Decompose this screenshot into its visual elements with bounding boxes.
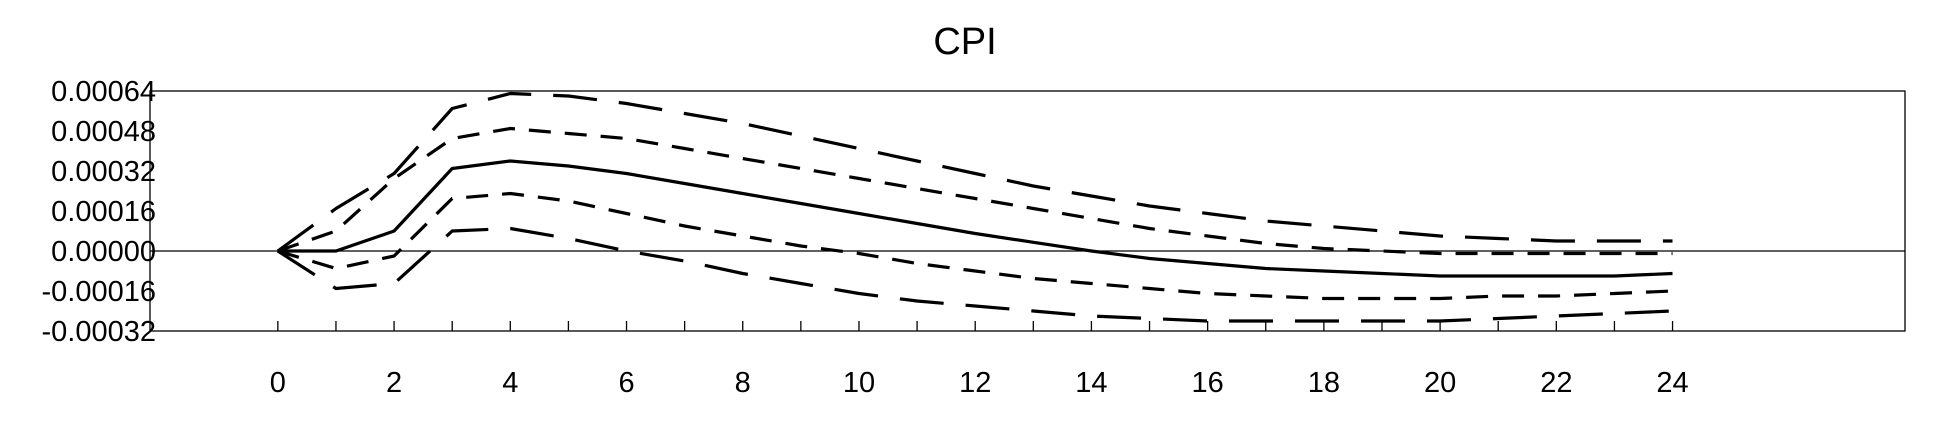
inner-band-line [277, 126, 1673, 256]
plot-area: 0 2 4 6 8 10 12 14 16 18 20 22 240.000640.000480.000… [42, 76, 1906, 399]
x-tick-label: 4 [502, 367, 518, 399]
x-tick-label: 20 [1424, 367, 1456, 399]
x-tick-label: 24 [1656, 367, 1688, 399]
x-tick-label: 10 [843, 367, 875, 399]
y-tick-label: 0.00000 [51, 236, 156, 268]
x-tick-label: 16 [1192, 367, 1224, 399]
x-tick-label: 8 [735, 367, 751, 399]
x-tick-label: 2 [386, 367, 402, 399]
y-tick-label: 0.00048 [51, 116, 156, 148]
plot-frame [149, 90, 1906, 332]
response-line [277, 159, 1673, 278]
y-tick-label: -0.00032 [42, 316, 157, 348]
outer-band-line [276, 91, 1673, 253]
inner-band-line [277, 191, 1673, 301]
y-tick-label: 0.00016 [51, 196, 156, 228]
x-tick-label: 12 [959, 367, 991, 399]
x-tick-label: 14 [1075, 367, 1107, 399]
outer-band-line [276, 226, 1673, 323]
x-tick-label: 22 [1540, 367, 1572, 399]
x-tick-label: 6 [618, 367, 634, 399]
chart-title: CPI [933, 21, 996, 63]
y-tick-label: 0.00032 [51, 156, 156, 188]
x-tick-label: 18 [1308, 367, 1340, 399]
x-tick-label: 0 [270, 367, 286, 399]
y-tick-label: -0.00016 [42, 276, 157, 308]
y-tick-label: 0.00064 [51, 76, 156, 108]
